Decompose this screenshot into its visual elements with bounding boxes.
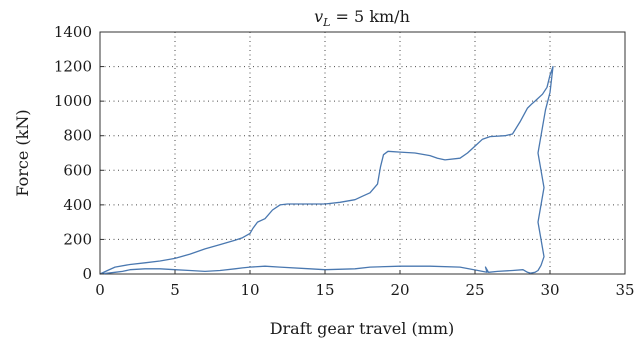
chart-title-subscript: L [322, 16, 330, 29]
y-tick-label: 200 [63, 230, 92, 248]
x-tick-label: 10 [240, 281, 259, 299]
x-tick-label: 30 [540, 281, 559, 299]
chart-title-rest: = 5 km/h [330, 7, 409, 26]
y-tick-label: 1000 [54, 92, 92, 110]
y-axis-ticks: 0 200 400 600 800 1000 1200 1400 [54, 23, 104, 283]
grid [100, 32, 625, 274]
y-axis-title: Force (kN) [13, 109, 32, 196]
series-line-0 [99, 65, 554, 275]
x-tick-label: 25 [465, 281, 484, 299]
x-axis-ticks: 0 5 10 15 20 25 30 35 [95, 270, 635, 299]
y-tick-label: 1400 [54, 23, 92, 41]
chart-title: vL = 5 km/h [314, 7, 410, 29]
y-tick-label: 800 [63, 127, 92, 145]
y-tick-label: 1200 [54, 58, 92, 76]
chart-title-symbol: v [314, 7, 323, 26]
series-group [99, 65, 554, 275]
x-tick-label: 35 [615, 281, 634, 299]
x-tick-label: 20 [390, 281, 409, 299]
y-tick-label: 0 [82, 265, 92, 283]
x-axis-title: Draft gear travel (mm) [270, 319, 455, 338]
plot-frame [99, 31, 626, 275]
x-tick-label: 5 [170, 281, 180, 299]
x-tick-label: 15 [315, 281, 334, 299]
y-tick-label: 400 [63, 196, 92, 214]
y-tick-label: 600 [63, 161, 92, 179]
x-tick-label: 0 [95, 281, 105, 299]
